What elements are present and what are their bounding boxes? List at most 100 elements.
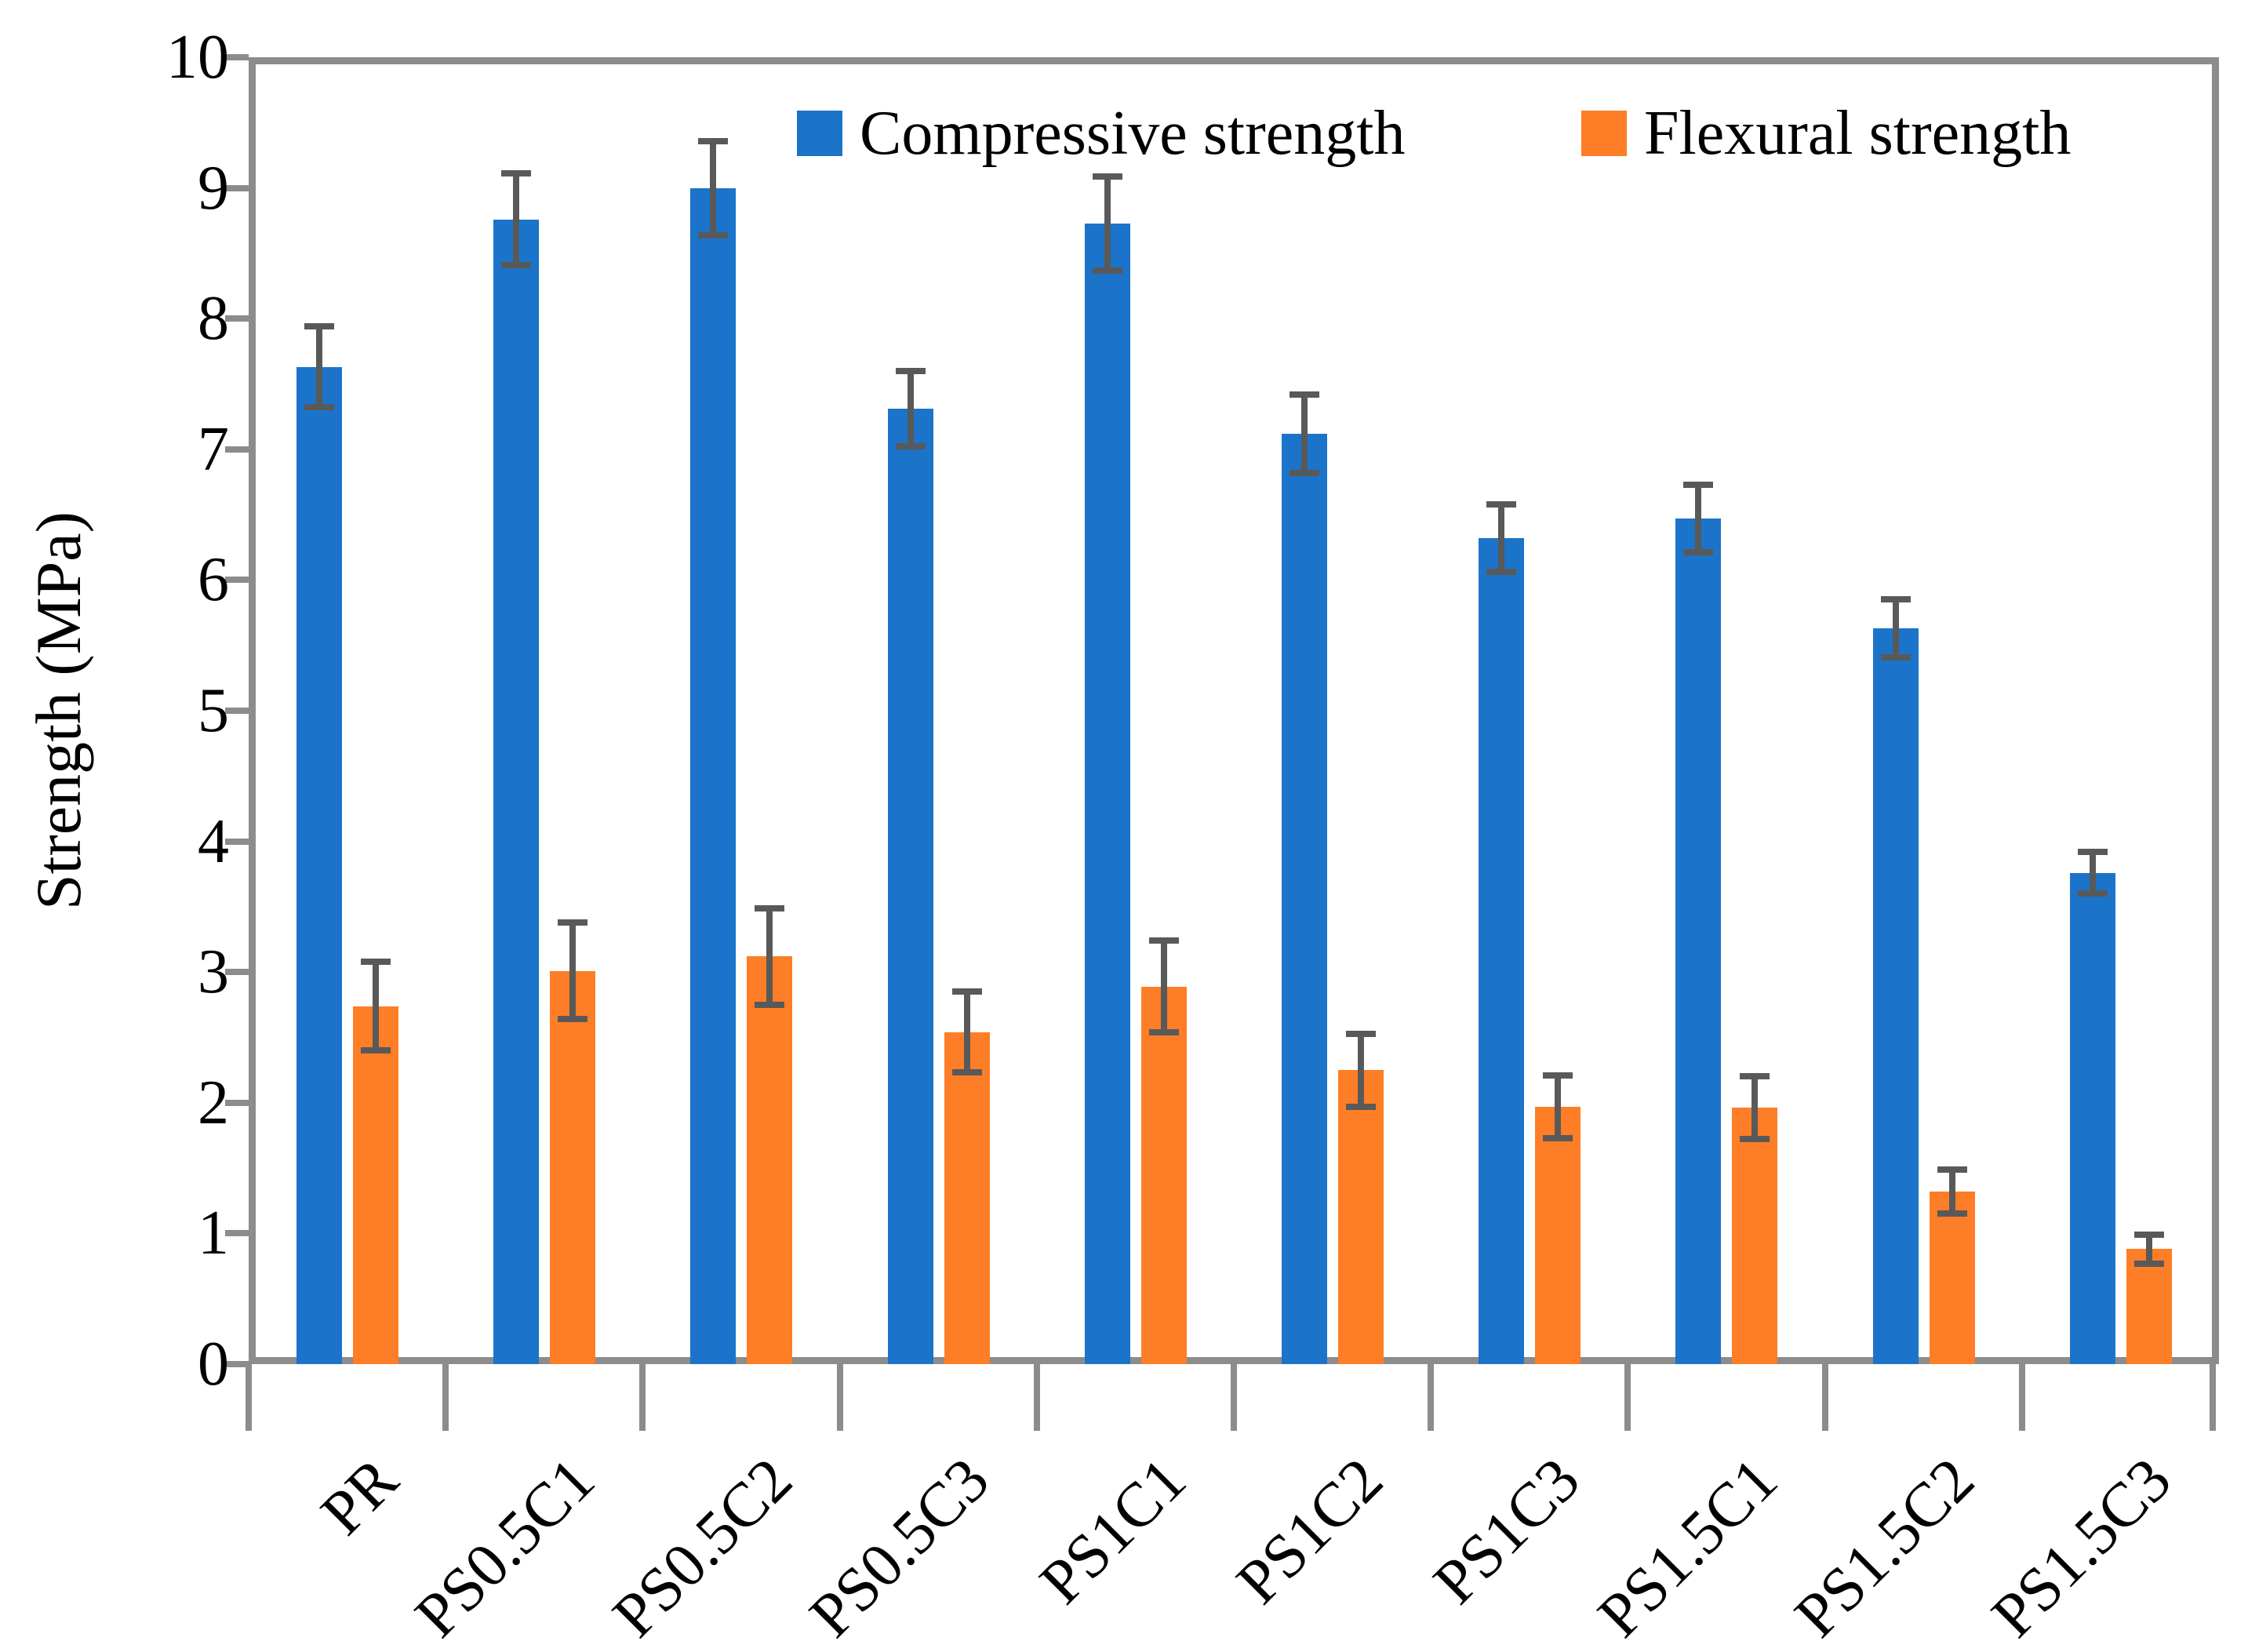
x-tick-label: PS1C2 bbox=[1224, 1445, 1397, 1617]
error-bar-cap bbox=[1937, 1166, 1967, 1173]
error-bar-cap bbox=[895, 443, 926, 450]
error-bar-stem bbox=[1892, 599, 1899, 657]
error-bar-cap bbox=[1148, 937, 1179, 944]
compressive-bar bbox=[1084, 223, 1130, 1364]
error-bar-stem bbox=[766, 908, 773, 1005]
legend-swatch-compressive-icon bbox=[797, 111, 842, 156]
error-bar-stem bbox=[1358, 1033, 1364, 1107]
y-tick-label: 10 bbox=[166, 23, 229, 92]
error-bar-cap bbox=[755, 1001, 785, 1008]
flexural-bar bbox=[353, 1006, 398, 1364]
error-bar-stem bbox=[2145, 1235, 2152, 1264]
axis-top bbox=[249, 57, 2219, 64]
compressive-bar bbox=[887, 409, 933, 1364]
error-bar-cap bbox=[1543, 1134, 1573, 1141]
error-bar-cap bbox=[501, 170, 532, 177]
error-bar-cap bbox=[2133, 1260, 2164, 1267]
error-bar-cap bbox=[698, 231, 729, 238]
error-bar-cap bbox=[1880, 596, 1911, 603]
error-bar-cap bbox=[951, 988, 982, 995]
x-tick-mark bbox=[1821, 1364, 1828, 1431]
x-tick-label: PS0.5C2 bbox=[599, 1445, 806, 1651]
y-tick-label: 0 bbox=[198, 1330, 229, 1399]
x-tick-label: PS1.5C3 bbox=[1978, 1445, 2184, 1651]
y-tick-label: 9 bbox=[198, 153, 229, 223]
error-bar-cap bbox=[1486, 500, 1517, 508]
error-bar-cap bbox=[1683, 481, 1714, 488]
x-tick-mark bbox=[836, 1364, 843, 1431]
flexural-bar bbox=[747, 956, 793, 1364]
error-bar-stem bbox=[316, 326, 322, 408]
legend-label-flexural: Flexural strength bbox=[1644, 99, 2072, 168]
compressive-bar bbox=[1675, 519, 1722, 1364]
error-bar-stem bbox=[373, 961, 379, 1051]
y-tick-mark bbox=[225, 969, 249, 976]
error-bar-stem bbox=[513, 173, 520, 265]
error-bar-cap bbox=[1290, 469, 1319, 476]
x-tick-label: PS0.5C3 bbox=[796, 1445, 1002, 1651]
y-tick-label: 3 bbox=[198, 937, 229, 1007]
error-bar-cap bbox=[1346, 1103, 1376, 1110]
x-tick-label: PS1C1 bbox=[1027, 1445, 1199, 1617]
error-bar-cap bbox=[1346, 1030, 1376, 1037]
flexural-bar bbox=[1732, 1108, 1778, 1364]
error-bar-cap bbox=[1543, 1072, 1573, 1079]
error-bar-stem bbox=[1104, 176, 1111, 271]
y-tick-label: 6 bbox=[198, 545, 229, 615]
error-bar-cap bbox=[2133, 1232, 2164, 1239]
x-tick-mark bbox=[246, 1364, 252, 1431]
error-bar-cap bbox=[698, 137, 729, 144]
x-tick-mark bbox=[639, 1364, 646, 1431]
error-bar-cap bbox=[361, 958, 391, 965]
x-tick-mark bbox=[1624, 1364, 1631, 1431]
flexural-bar bbox=[1535, 1106, 1581, 1364]
error-bar-cap bbox=[1148, 1028, 1179, 1035]
legend-item-flexural: Flexural strength bbox=[1581, 102, 2071, 165]
error-bar-stem bbox=[1751, 1076, 1759, 1140]
y-tick-mark bbox=[225, 446, 249, 453]
x-tick-mark bbox=[2018, 1364, 2025, 1431]
x-tick-mark bbox=[1428, 1364, 1435, 1431]
error-bar-cap bbox=[1092, 267, 1122, 274]
legend-label-compressive: Compressive strength bbox=[860, 99, 1406, 168]
compressive-bar bbox=[1872, 628, 1919, 1364]
compressive-bar bbox=[690, 187, 737, 1364]
error-bar-stem bbox=[1160, 941, 1167, 1032]
plot-area bbox=[249, 57, 2219, 1364]
flexural-bar bbox=[1929, 1192, 1975, 1364]
error-bar-cap bbox=[1740, 1073, 1770, 1080]
flexural-bar bbox=[1140, 986, 1187, 1364]
error-bar-cap bbox=[304, 404, 334, 411]
y-tick-label: 5 bbox=[198, 676, 229, 745]
x-tick-mark bbox=[2210, 1364, 2216, 1431]
compressive-bar bbox=[296, 366, 342, 1364]
error-bar-cap bbox=[1092, 173, 1122, 180]
error-bar-stem bbox=[1948, 1169, 1955, 1214]
y-tick-label: 8 bbox=[198, 284, 229, 354]
error-bar-stem bbox=[1695, 484, 1702, 553]
error-bar-stem bbox=[907, 370, 914, 447]
y-tick-mark bbox=[225, 1099, 249, 1106]
error-bar-cap bbox=[755, 904, 785, 912]
error-bar-cap bbox=[1880, 653, 1911, 660]
error-bar-stem bbox=[963, 992, 970, 1073]
error-bar-cap bbox=[1683, 549, 1714, 556]
y-tick-mark bbox=[225, 577, 249, 584]
legend-swatch-flexural-icon bbox=[1581, 111, 1627, 156]
error-bar-cap bbox=[1740, 1136, 1770, 1143]
x-tick-label: PS1.5C1 bbox=[1584, 1445, 1791, 1651]
error-bar-cap bbox=[895, 367, 926, 374]
x-tick-label: PS0.5C1 bbox=[402, 1445, 609, 1651]
error-bar-stem bbox=[1301, 394, 1308, 473]
error-bar-cap bbox=[501, 261, 532, 268]
flexural-bar bbox=[550, 970, 596, 1364]
y-tick-label: 7 bbox=[198, 414, 229, 484]
flexural-bar bbox=[944, 1032, 990, 1364]
error-bar-stem bbox=[2089, 851, 2096, 894]
flexural-bar bbox=[1338, 1070, 1384, 1364]
x-tick-mark bbox=[1033, 1364, 1040, 1431]
y-tick-mark bbox=[225, 1361, 249, 1367]
x-tick-mark bbox=[442, 1364, 449, 1431]
error-bar-cap bbox=[2077, 848, 2108, 855]
